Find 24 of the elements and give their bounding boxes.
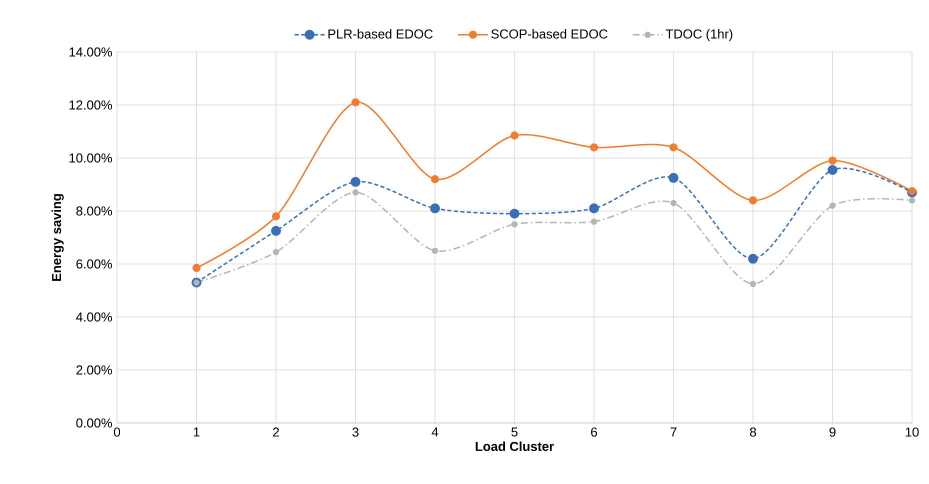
x-tick-label: 6 [591,428,598,437]
y-tick-label: 14.00% [70,47,112,57]
y-tick-label: 6.00% [76,259,112,269]
y-tick-label: 8.00% [76,206,112,216]
x-tick-label: 1 [194,428,200,436]
y-axis-title: Energy saving [52,194,64,281]
legend-label: TDOC (1hr) [666,29,732,42]
x-tick-label: 4 [432,428,438,436]
x-tick-label: 9 [830,428,836,437]
legend-label: PLR-based EDOC [328,29,433,39]
y-tick-label: 12.00% [70,100,112,110]
x-tick-label: 2 [273,428,279,437]
x-tick-label: 5 [511,428,518,437]
y-tick-label: 10.00% [70,153,112,163]
x-tick-label: 3 [352,428,359,437]
x-axis-title: Load Cluster [476,442,554,452]
legend-label: SCOP-based EDOC [491,29,608,39]
x-tick-label: 8 [750,428,756,437]
y-tick-label: 2.00% [76,365,112,375]
x-tick-label: 10 [906,428,919,437]
y-tick-label: 4.00% [76,312,112,322]
y-tick-label: 0.00% [76,418,112,428]
x-tick-label: 7 [670,428,676,436]
x-tick-label: 0 [114,428,120,437]
